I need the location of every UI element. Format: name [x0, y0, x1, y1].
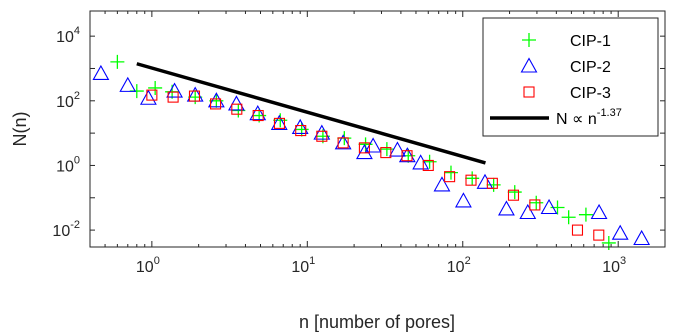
data-point	[273, 117, 286, 129]
legend-label: CIP-3	[570, 85, 611, 102]
data-point	[295, 125, 307, 137]
data-point	[519, 203, 537, 220]
legend-marker	[523, 86, 535, 98]
data-point	[529, 195, 544, 210]
legend: CIP-1 CIP-2 CIP-3 N ∝ n-1.37	[482, 17, 659, 137]
data-point	[486, 177, 498, 189]
data-point	[334, 134, 352, 150]
y-tick-label: 100	[56, 154, 80, 175]
series-3	[146, 89, 605, 241]
data-point	[227, 95, 245, 111]
data-point	[110, 54, 125, 69]
legend-item: CIP-3	[523, 85, 611, 102]
data-point	[465, 174, 477, 186]
data-point	[364, 137, 382, 153]
data-point	[398, 147, 416, 163]
data-point	[476, 173, 494, 189]
data-point	[231, 103, 246, 118]
data-point	[252, 109, 264, 122]
x-axis: 100 101 102 103	[89, 11, 666, 276]
data-point	[561, 210, 576, 225]
data-point	[166, 82, 184, 98]
data-point	[379, 142, 394, 157]
data-point	[313, 124, 331, 140]
data-point	[380, 147, 392, 159]
data-point	[454, 192, 472, 208]
series-4	[136, 62, 486, 165]
data-point	[601, 235, 616, 250]
legend-item: CIP-2	[520, 57, 611, 76]
data-point	[146, 89, 158, 101]
data-point	[148, 80, 163, 95]
legend-label: CIP-1	[570, 33, 611, 50]
data-point	[270, 114, 288, 130]
x-tick-label: 101	[291, 255, 315, 276]
data-point	[92, 64, 110, 81]
data-point	[294, 122, 309, 137]
data-point	[388, 141, 406, 157]
plot-content	[92, 54, 651, 250]
data-point	[590, 203, 608, 220]
data-point	[337, 137, 349, 149]
data-point	[540, 198, 558, 215]
data-point	[422, 159, 434, 171]
data-point	[273, 113, 288, 128]
data-point	[444, 171, 456, 183]
data-point	[358, 142, 370, 154]
data-point	[316, 130, 328, 142]
data-point	[578, 207, 593, 222]
plot-frame	[89, 10, 666, 248]
data-point	[139, 89, 157, 105]
data-point	[167, 91, 179, 103]
data-point	[571, 224, 584, 236]
y-axis-label: N(n)	[10, 112, 30, 147]
data-point	[498, 200, 515, 216]
data-point	[210, 98, 222, 110]
series-2	[92, 64, 651, 246]
legend-item: N ∝ n-1.37	[490, 107, 622, 128]
fit-line	[136, 62, 486, 165]
data-point	[119, 76, 137, 92]
x-axis-label: n [number of pores]	[299, 312, 455, 332]
legend-marker	[522, 33, 536, 47]
y-tick-label: 104	[56, 25, 80, 46]
data-point	[231, 103, 243, 115]
data-point	[593, 229, 605, 241]
data-point	[291, 118, 309, 134]
data-point	[486, 177, 501, 192]
data-point	[209, 93, 224, 108]
x-tick-label: 100	[136, 255, 160, 276]
data-point	[611, 224, 629, 240]
data-point	[249, 105, 267, 121]
x-tick-label: 102	[447, 255, 471, 276]
legend-label: CIP-2	[570, 59, 611, 76]
x-tick-label: 103	[602, 255, 626, 276]
data-point	[465, 171, 480, 186]
data-point	[633, 229, 651, 246]
data-point	[412, 154, 430, 170]
legend-marker	[520, 57, 538, 73]
legend-label: N ∝ n-1.37	[556, 107, 622, 128]
y-tick-label: 102	[56, 90, 80, 111]
data-point	[188, 90, 201, 102]
data-point	[529, 199, 541, 211]
legend-item: CIP-1	[522, 33, 611, 50]
series-1	[110, 54, 616, 250]
data-point	[422, 154, 437, 169]
data-point	[401, 150, 413, 162]
data-point	[443, 165, 458, 180]
y-tick-label: 10-2	[52, 219, 80, 240]
data-point	[433, 176, 451, 192]
y-axis: 10-2 100 102 104	[52, 25, 665, 240]
data-point	[507, 189, 520, 201]
data-point	[507, 185, 522, 200]
legend-items: CIP-1 CIP-2 CIP-3 N ∝ n-1.37	[490, 33, 622, 128]
